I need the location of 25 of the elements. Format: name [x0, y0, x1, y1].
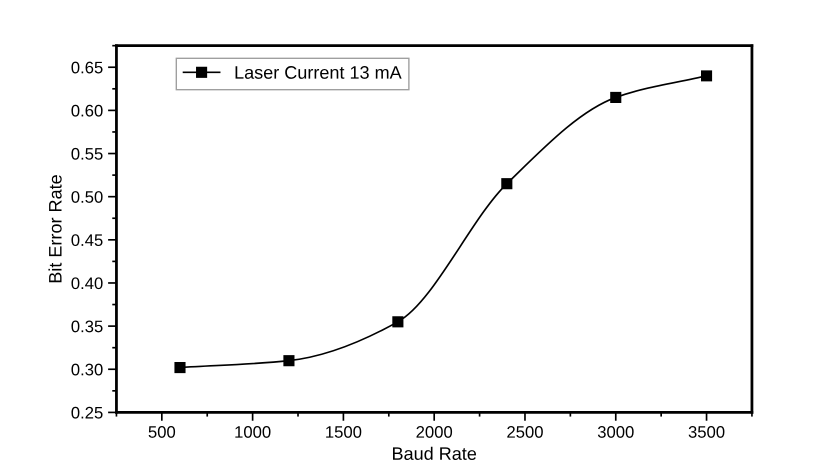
y-tick-label: 0.45	[71, 234, 103, 246]
x-tick-label: 3500	[688, 426, 724, 438]
y-axis-title: Bit Error Rate	[48, 175, 62, 282]
y-tick-label: 0.65	[71, 62, 103, 74]
legend-label: Laser Current 13 mA	[236, 66, 402, 79]
y-tick-label: 0.40	[71, 277, 103, 290]
y-tick-label: 0.30	[71, 364, 103, 376]
x-tick-label: 2500	[507, 426, 543, 438]
x-tick-label: 3000	[598, 426, 634, 438]
y-tick-label: 0.55	[71, 148, 103, 160]
x-axis-title: Baud Rate	[393, 446, 476, 460]
y-tick-label: 0.35	[71, 320, 103, 332]
point	[174, 362, 186, 374]
point	[610, 92, 622, 103]
x-tick-label: 500	[148, 426, 176, 438]
point	[501, 178, 512, 190]
x-tick-label: 2000	[416, 426, 452, 438]
y-tick-label: 0.60	[71, 104, 103, 117]
point	[283, 355, 294, 366]
y-tick-label: 0.50	[71, 191, 103, 203]
point	[700, 70, 712, 82]
x-tick-label: 1500	[326, 426, 362, 438]
y-tick-label: 0.25	[71, 406, 103, 419]
point	[392, 316, 404, 328]
x-tick-label: 1000	[235, 426, 271, 438]
